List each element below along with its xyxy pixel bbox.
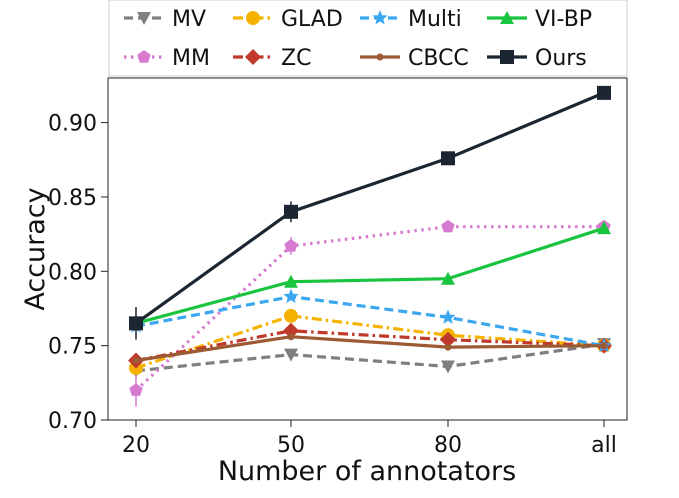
- y-tick-label: 0.85: [48, 186, 97, 211]
- legend-marker: [500, 50, 514, 64]
- series-line: [135, 329, 605, 363]
- legend-label: CBCC: [408, 46, 469, 71]
- series-line: [135, 226, 605, 325]
- legend-marker: [245, 49, 261, 65]
- data-point: [284, 308, 298, 323]
- data-point: [441, 151, 455, 166]
- legend-item-multi: Multi: [360, 7, 462, 32]
- legend-box: [108, 0, 628, 77]
- legend-marker: [137, 50, 151, 63]
- series-zc: [128, 322, 612, 369]
- x-tick-label: 50: [277, 433, 305, 458]
- data-point: [129, 383, 143, 396]
- legend-marker: [500, 11, 514, 24]
- legend-item-mm: MM: [124, 46, 210, 71]
- data-point: [440, 331, 456, 348]
- series-layer: [128, 85, 612, 407]
- legend-item-ours: Ours: [487, 46, 587, 71]
- data-point: [441, 219, 455, 233]
- legend-item-cbcc: CBCC: [360, 46, 469, 71]
- legend-marker: [372, 10, 388, 25]
- legend-marker: [376, 53, 384, 61]
- legend: MV MM GLAD ZC Multi CBCC VI-BP Ours: [108, 0, 628, 77]
- series-line: [135, 342, 605, 373]
- data-point: [444, 343, 452, 351]
- y-tick-label: 0.90: [48, 112, 97, 137]
- series-line: [135, 335, 605, 363]
- data-point: [283, 288, 299, 304]
- legend-item-mv: MV: [124, 7, 206, 32]
- y-axis: 0.70 0.75 0.80 0.85 0.90: [48, 112, 108, 434]
- data-point: [129, 316, 143, 331]
- data-point: [597, 85, 611, 100]
- x-tick-label: all: [591, 433, 617, 458]
- data-point: [287, 333, 295, 341]
- data-point: [597, 221, 611, 235]
- legend-label: MM: [172, 46, 210, 71]
- data-point: [283, 322, 299, 339]
- data-point: [441, 360, 455, 374]
- legend-marker: [246, 11, 260, 25]
- x-tick-label: 20: [122, 433, 150, 458]
- data-point: [600, 342, 608, 350]
- x-tick-label: 80: [434, 433, 462, 458]
- legend-marker: [137, 12, 151, 25]
- legend-label: MV: [172, 7, 206, 32]
- y-tick-label: 0.70: [48, 409, 97, 434]
- x-axis: 20 50 80 all: [122, 420, 617, 458]
- series-line: [135, 91, 605, 325]
- legend-item-vi-bp: VI-BP: [487, 7, 592, 32]
- data-point: [440, 309, 456, 324]
- legend-item-zc: ZC: [233, 46, 311, 71]
- legend-label: Ours: [535, 46, 587, 71]
- y-tick-label: 0.80: [48, 260, 97, 285]
- plot-area: [107, 77, 628, 421]
- data-point: [284, 239, 298, 252]
- legend-label: Multi: [408, 7, 462, 32]
- data-point: [441, 271, 455, 285]
- series-line: [135, 294, 605, 348]
- series-cbcc: [132, 333, 608, 365]
- data-point: [284, 348, 298, 362]
- data-point: [284, 204, 298, 219]
- series-ours: [129, 85, 611, 340]
- y-axis-title: Accuracy: [20, 187, 51, 310]
- y-tick-label: 0.75: [48, 335, 97, 360]
- x-axis-title: Number of annotators: [218, 456, 516, 487]
- series-line: [134, 225, 604, 392]
- data-point: [132, 357, 140, 365]
- legend-label: GLAD: [281, 7, 343, 32]
- legend-label: ZC: [281, 46, 311, 71]
- legend-item-glad: GLAD: [233, 7, 343, 32]
- data-point: [284, 274, 298, 288]
- legend-label: VI-BP: [535, 7, 592, 32]
